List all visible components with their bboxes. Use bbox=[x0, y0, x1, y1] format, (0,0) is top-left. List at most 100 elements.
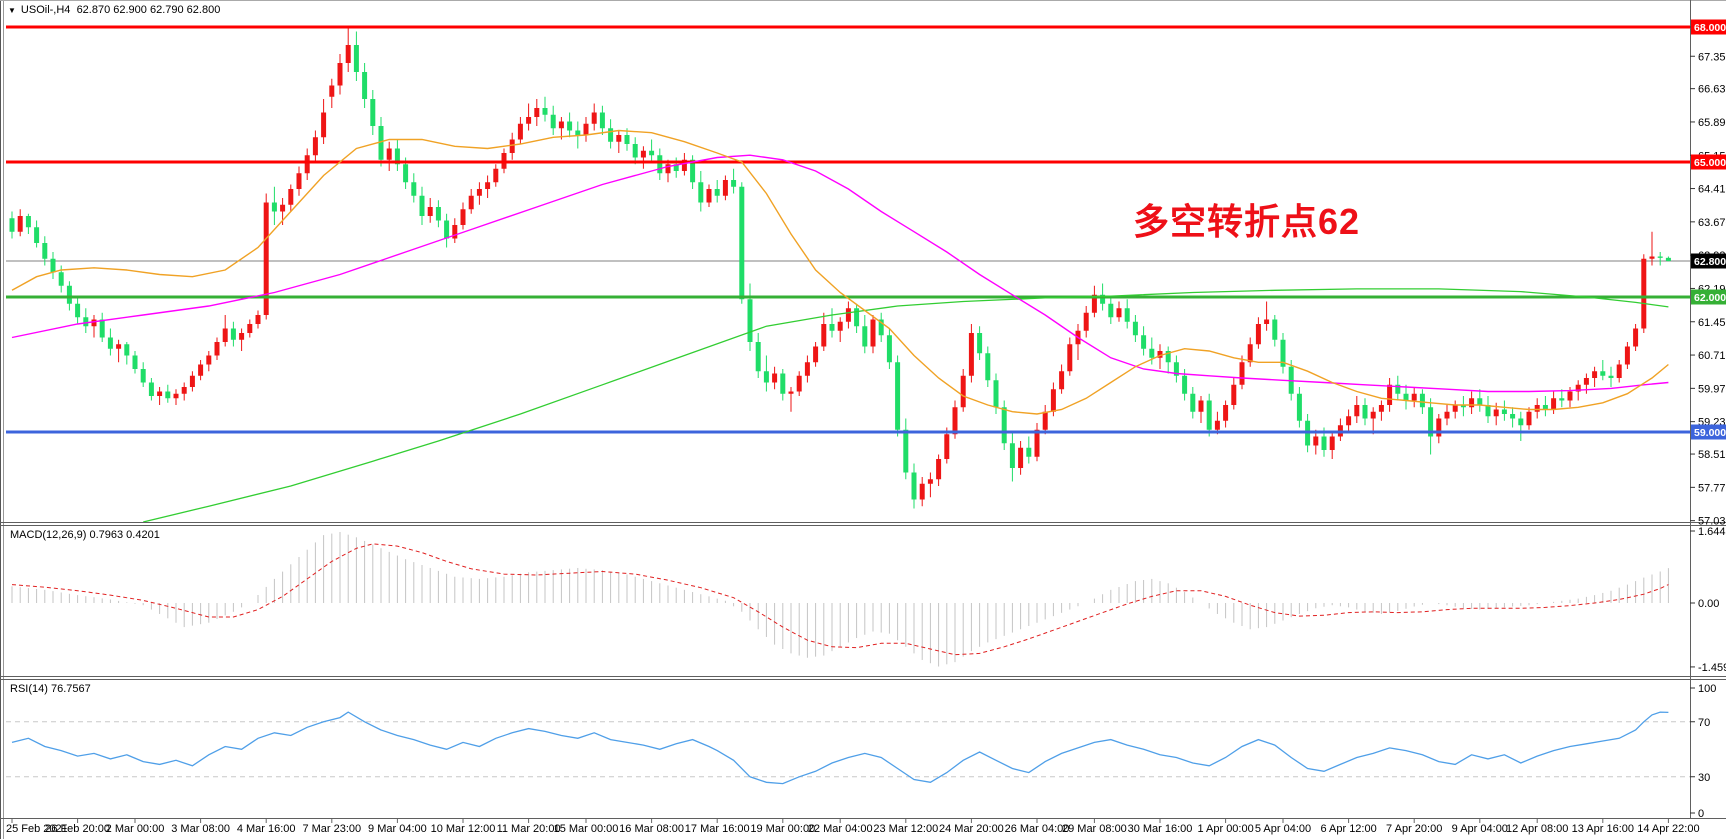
candle bbox=[1050, 389, 1056, 412]
candle bbox=[870, 319, 876, 347]
candle bbox=[1411, 393, 1417, 401]
candle bbox=[1009, 443, 1015, 468]
time-axis-label[interactable]: 9 Apr 04:00 bbox=[1452, 823, 1508, 835]
time-axis-label[interactable]: 24 Mar 20:00 bbox=[939, 823, 1004, 835]
price-axis-label[interactable]: 63.670 bbox=[1698, 217, 1726, 229]
candle bbox=[632, 144, 638, 158]
candle bbox=[509, 139, 515, 153]
candle bbox=[936, 459, 942, 480]
price-axis-label[interactable]: 66.630 bbox=[1698, 84, 1726, 96]
time-axis-label[interactable]: 2 Mar 00:00 bbox=[106, 823, 165, 835]
time-axis-label[interactable]: 7 Mar 23:00 bbox=[302, 823, 361, 835]
rsi-axis-label[interactable]: 0 bbox=[1698, 808, 1704, 820]
candle bbox=[919, 483, 925, 500]
candle bbox=[1001, 407, 1007, 444]
time-axis-label[interactable]: 13 Apr 16:00 bbox=[1572, 823, 1634, 835]
candle bbox=[985, 353, 991, 381]
candle bbox=[239, 333, 245, 340]
candle bbox=[739, 186, 745, 300]
price-axis-label[interactable]: 64.410 bbox=[1698, 184, 1726, 196]
time-axis-label[interactable]: 25 Feb 2021 bbox=[6, 823, 68, 835]
time-axis-label[interactable]: 4 Mar 16:00 bbox=[237, 823, 296, 835]
candle bbox=[1190, 393, 1196, 412]
symbol-dropdown-icon[interactable]: ▼ bbox=[8, 6, 16, 15]
candle bbox=[1354, 405, 1360, 417]
time-axis-label[interactable]: 1 Apr 00:00 bbox=[1197, 823, 1253, 835]
candle bbox=[1223, 405, 1229, 421]
candle bbox=[25, 216, 31, 228]
time-axis-label[interactable]: 6 Apr 12:00 bbox=[1320, 823, 1376, 835]
candle bbox=[345, 45, 351, 63]
rsi-axis-label[interactable]: 100 bbox=[1698, 683, 1716, 695]
candle bbox=[575, 130, 581, 135]
candle bbox=[616, 135, 622, 142]
candle bbox=[9, 218, 15, 232]
macd-axis-label[interactable]: 0.00 bbox=[1698, 598, 1719, 610]
price-axis-label[interactable]: 58.510 bbox=[1698, 449, 1726, 461]
candle bbox=[649, 150, 655, 156]
time-axis-label[interactable]: 29 Mar 08:00 bbox=[1062, 823, 1127, 835]
price-axis-label[interactable]: 57.030 bbox=[1698, 516, 1726, 528]
time-axis-label[interactable]: 19 Mar 00:00 bbox=[750, 823, 815, 835]
candle bbox=[608, 128, 614, 142]
candle bbox=[542, 108, 548, 115]
time-axis-label[interactable]: 15 Mar 00:00 bbox=[554, 823, 619, 835]
candle bbox=[854, 308, 860, 327]
candle bbox=[255, 315, 261, 324]
time-axis-label[interactable]: 26 Feb 20:00 bbox=[45, 823, 110, 835]
time-axis-label[interactable]: 16 Mar 08:00 bbox=[619, 823, 684, 835]
candle bbox=[288, 189, 294, 205]
candle bbox=[181, 387, 187, 394]
time-axis-label[interactable]: 30 Mar 16:00 bbox=[1128, 823, 1193, 835]
price-axis-label[interactable]: 67.350 bbox=[1698, 51, 1726, 63]
time-axis-label[interactable]: 23 Mar 12:00 bbox=[873, 823, 938, 835]
price-axis-label[interactable]: 57.770 bbox=[1698, 482, 1726, 494]
time-axis-label[interactable]: 17 Mar 16:00 bbox=[685, 823, 750, 835]
time-axis-label[interactable]: 22 Mar 04:00 bbox=[808, 823, 873, 835]
candle bbox=[1592, 371, 1598, 378]
time-axis-label[interactable]: 14 Apr 22:00 bbox=[1637, 823, 1699, 835]
time-axis-label[interactable]: 11 Mar 20:00 bbox=[497, 823, 561, 835]
candle bbox=[386, 148, 392, 160]
rsi-axis-label[interactable]: 70 bbox=[1698, 717, 1710, 729]
candle bbox=[370, 99, 376, 126]
time-axis-label[interactable]: 5 Apr 04:00 bbox=[1255, 823, 1311, 835]
candle bbox=[977, 333, 983, 354]
candle bbox=[132, 355, 138, 369]
candle bbox=[1624, 346, 1630, 365]
candle bbox=[714, 189, 720, 196]
time-axis-label[interactable]: 10 Mar 12:00 bbox=[431, 823, 496, 835]
price-axis-label[interactable]: 59.970 bbox=[1698, 383, 1726, 395]
candle bbox=[1395, 384, 1401, 394]
candle bbox=[1444, 411, 1450, 419]
time-axis-label[interactable]: 26 Mar 04:00 bbox=[1005, 823, 1070, 835]
candle bbox=[845, 308, 851, 322]
candle bbox=[526, 117, 532, 124]
candle bbox=[17, 216, 23, 232]
macd-axis-label[interactable]: -1.4594 bbox=[1698, 662, 1726, 674]
macd-axis-label[interactable]: 1.6446 bbox=[1698, 526, 1726, 538]
price-axis-label[interactable]: 61.450 bbox=[1698, 317, 1726, 329]
time-axis-label[interactable]: 9 Mar 04:00 bbox=[368, 823, 427, 835]
candle bbox=[140, 369, 146, 383]
candle bbox=[312, 137, 318, 156]
candle bbox=[722, 180, 728, 196]
price-axis-label[interactable]: 65.890 bbox=[1698, 117, 1726, 129]
candle bbox=[681, 159, 687, 171]
candle bbox=[1477, 398, 1483, 405]
candle bbox=[927, 479, 933, 484]
time-axis-label[interactable]: 12 Apr 08:00 bbox=[1506, 823, 1568, 835]
price-axis-label[interactable]: 60.710 bbox=[1698, 350, 1726, 362]
time-axis-label[interactable]: 3 Mar 08:00 bbox=[171, 823, 230, 835]
candle bbox=[731, 180, 737, 187]
candle bbox=[1485, 405, 1491, 417]
candle bbox=[886, 335, 892, 363]
candle bbox=[1657, 256, 1663, 258]
candle bbox=[1419, 393, 1425, 408]
candle bbox=[1116, 308, 1122, 318]
candle bbox=[165, 391, 171, 399]
time-axis-label[interactable]: 7 Apr 20:00 bbox=[1386, 823, 1442, 835]
rsi-axis-label[interactable]: 30 bbox=[1698, 772, 1710, 784]
candle bbox=[1501, 409, 1507, 414]
